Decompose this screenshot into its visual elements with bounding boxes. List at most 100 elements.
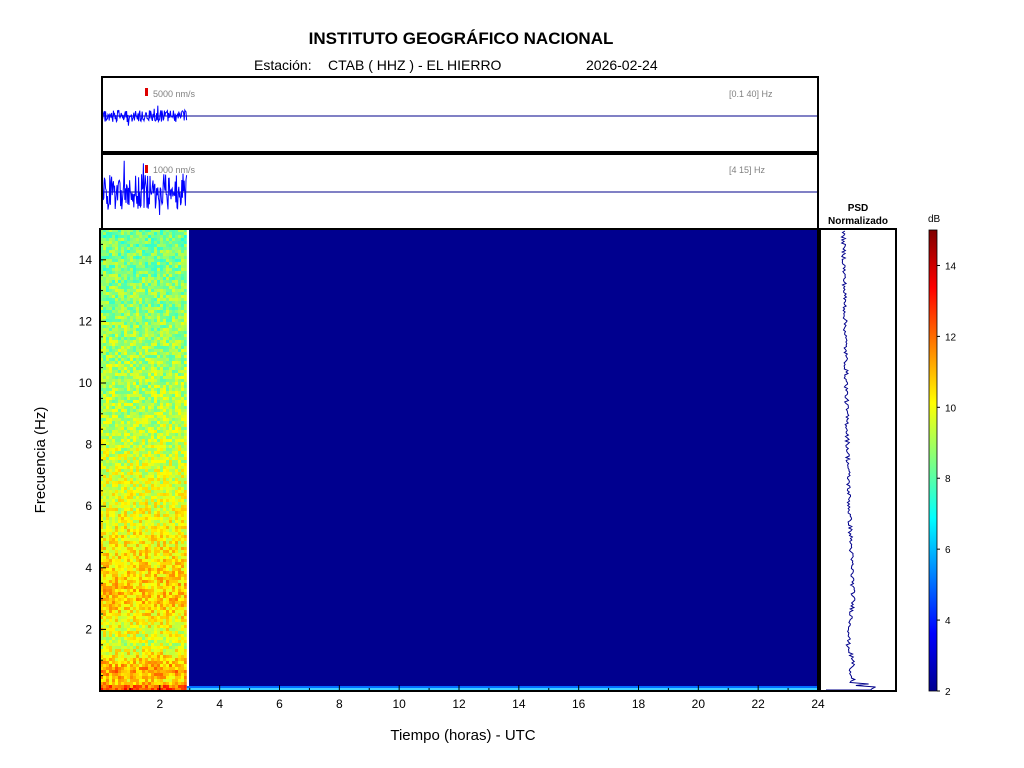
spectrogram-cell — [172, 244, 175, 247]
spectrogram-cell — [184, 451, 187, 454]
spectrogram-cell — [133, 496, 136, 499]
spectrogram-cell — [130, 595, 133, 598]
spectrogram-cell — [184, 646, 187, 649]
spectrogram-cell — [145, 331, 148, 334]
spectrogram-cell — [100, 550, 103, 553]
spectrogram-cell — [100, 547, 103, 550]
spectrogram-cell — [103, 661, 106, 664]
spectrogram-cell — [139, 364, 142, 367]
spectrogram-cell — [160, 232, 163, 235]
spectrogram-cell — [154, 580, 157, 583]
spectrogram-cell — [130, 508, 133, 511]
spectrogram-cell — [124, 373, 127, 376]
spectrogram-cell — [184, 550, 187, 553]
spectrogram-cell — [139, 643, 142, 646]
spectrogram-cell — [127, 460, 130, 463]
spectrogram-cell — [166, 619, 169, 622]
spectrogram-cell — [157, 553, 160, 556]
spectrogram-cell — [172, 316, 175, 319]
spectrogram-cell — [121, 547, 124, 550]
spectrogram-cell — [130, 439, 133, 442]
spectrogram-cell — [139, 277, 142, 280]
spectrogram-cell — [172, 490, 175, 493]
spectrogram-cell — [181, 505, 184, 508]
spectrogram-cell — [142, 301, 145, 304]
spectrogram-cell — [145, 580, 148, 583]
spectrogram-cell — [130, 661, 133, 664]
spectrogram-cell — [151, 400, 154, 403]
spectrogram-cell — [136, 625, 139, 628]
spectrogram-cell — [148, 661, 151, 664]
spectrogram-cell — [172, 295, 175, 298]
spectrogram-cell — [106, 280, 109, 283]
spectrogram-cell — [124, 325, 127, 328]
spectrogram-cell — [145, 427, 148, 430]
spectrogram-cell — [118, 661, 121, 664]
spectrogram-cell — [151, 265, 154, 268]
spectrogram-cell — [139, 655, 142, 658]
spectrogram-cell — [121, 379, 124, 382]
spectrogram-cell — [103, 631, 106, 634]
spectrogram-cell — [184, 583, 187, 586]
spectrogram-cell — [154, 583, 157, 586]
spectrogram-cell — [154, 481, 157, 484]
spectrogram-cell — [103, 658, 106, 661]
spectrogram-cell — [109, 451, 112, 454]
spectrogram-cell — [103, 442, 106, 445]
spectrogram-cell — [178, 403, 181, 406]
spectrogram-cell — [172, 562, 175, 565]
spectrogram-cell — [160, 310, 163, 313]
spectrogram-cell — [127, 313, 130, 316]
spectrogram-cell — [133, 355, 136, 358]
spectrogram-cell — [106, 670, 109, 673]
spectrogram-cell — [178, 502, 181, 505]
spectrogram-cell — [166, 541, 169, 544]
spectrogram-cell — [181, 274, 184, 277]
spectrogram-cell — [160, 505, 163, 508]
spectrogram-cell — [178, 514, 181, 517]
spectrogram-cell — [184, 358, 187, 361]
spectrogram-cell — [127, 280, 130, 283]
spectrogram-cell — [163, 367, 166, 370]
spectrogram-cell — [169, 352, 172, 355]
spectrogram-cell — [100, 526, 103, 529]
spectrogram-cell — [169, 247, 172, 250]
spectrogram-cell — [124, 541, 127, 544]
spectrogram-cell — [133, 397, 136, 400]
spectrogram-cell — [148, 658, 151, 661]
spectrogram-cell — [133, 556, 136, 559]
spectrogram-cell — [178, 307, 181, 310]
spectrogram-cell — [145, 571, 148, 574]
spectrogram-cell — [172, 622, 175, 625]
spectrogram-cell — [166, 580, 169, 583]
spectrogram-cell — [145, 517, 148, 520]
spectrogram-cell — [172, 550, 175, 553]
spectrogram-cell — [118, 412, 121, 415]
spectrogram-cell — [136, 628, 139, 631]
spectrogram-cell — [130, 646, 133, 649]
spectrogram-cell — [121, 646, 124, 649]
spectrogram-cell — [181, 385, 184, 388]
spectrogram-cell — [100, 283, 103, 286]
spectrogram-cell — [109, 637, 112, 640]
spectrogram-cell — [142, 652, 145, 655]
spectrogram-cell — [127, 424, 130, 427]
spectrogram-cell — [175, 685, 178, 688]
spectrogram-cell — [151, 508, 154, 511]
spectrogram-cell — [145, 433, 148, 436]
spectrogram-cell — [169, 253, 172, 256]
spectrogram-cell — [169, 481, 172, 484]
spectrogram-cell — [139, 394, 142, 397]
spectrogram-cell — [127, 349, 130, 352]
spectrogram-cell — [118, 553, 121, 556]
spectrogram-cell — [133, 415, 136, 418]
spectrogram-cell — [154, 436, 157, 439]
spectrogram-cell — [112, 358, 115, 361]
spectrogram-cell — [100, 637, 103, 640]
spectrogram-cell — [163, 265, 166, 268]
spectrogram-cell — [139, 229, 142, 232]
spectrogram-cell — [148, 283, 151, 286]
spectrogram-cell — [139, 667, 142, 670]
spectrogram-cell — [130, 496, 133, 499]
spectrogram-cell — [181, 256, 184, 259]
